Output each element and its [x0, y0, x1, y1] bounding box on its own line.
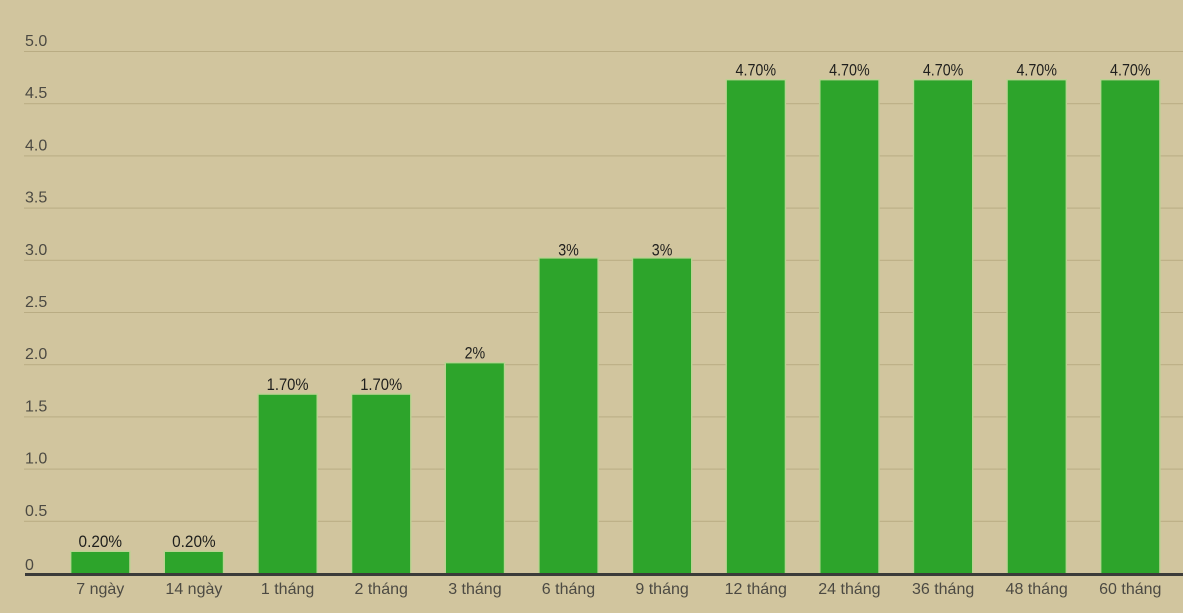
svg-text:3%: 3%	[652, 240, 673, 259]
svg-text:4.70%: 4.70%	[1110, 60, 1151, 79]
svg-text:2.0: 2.0	[25, 346, 47, 363]
svg-text:0: 0	[25, 557, 34, 574]
svg-text:4.5: 4.5	[25, 85, 47, 102]
svg-text:4.70%: 4.70%	[736, 60, 777, 79]
svg-text:1.5: 1.5	[25, 398, 47, 415]
svg-text:12 tháng: 12 tháng	[725, 581, 787, 598]
svg-text:0.20%: 0.20%	[79, 532, 123, 551]
svg-text:1.70%: 1.70%	[267, 375, 309, 394]
svg-text:7 ngày: 7 ngày	[76, 581, 124, 598]
svg-text:3.5: 3.5	[25, 190, 47, 207]
svg-text:0.20%: 0.20%	[172, 532, 216, 551]
svg-text:48 tháng: 48 tháng	[1006, 581, 1068, 598]
svg-text:4.70%: 4.70%	[923, 60, 964, 79]
svg-text:3%: 3%	[558, 240, 579, 259]
svg-text:3 tháng: 3 tháng	[448, 581, 501, 598]
svg-text:2.5: 2.5	[25, 294, 47, 311]
svg-text:3.0: 3.0	[25, 242, 47, 259]
svg-text:5.0: 5.0	[25, 33, 47, 50]
svg-text:2%: 2%	[465, 343, 486, 362]
svg-text:60 tháng: 60 tháng	[1099, 581, 1161, 598]
svg-text:4.0: 4.0	[25, 137, 47, 154]
svg-text:6 tháng: 6 tháng	[542, 581, 595, 598]
svg-text:1.0: 1.0	[25, 451, 47, 468]
svg-text:36 tháng: 36 tháng	[912, 581, 974, 598]
svg-text:1 tháng: 1 tháng	[261, 581, 314, 598]
svg-text:14 ngày: 14 ngày	[165, 581, 222, 598]
svg-text:9 tháng: 9 tháng	[635, 581, 688, 598]
svg-text:4.70%: 4.70%	[829, 60, 870, 79]
svg-text:2 tháng: 2 tháng	[355, 581, 408, 598]
svg-text:4.70%: 4.70%	[1016, 60, 1057, 79]
svg-text:0.5: 0.5	[25, 503, 47, 520]
svg-text:24 tháng: 24 tháng	[818, 581, 880, 598]
svg-text:1.70%: 1.70%	[360, 375, 402, 394]
